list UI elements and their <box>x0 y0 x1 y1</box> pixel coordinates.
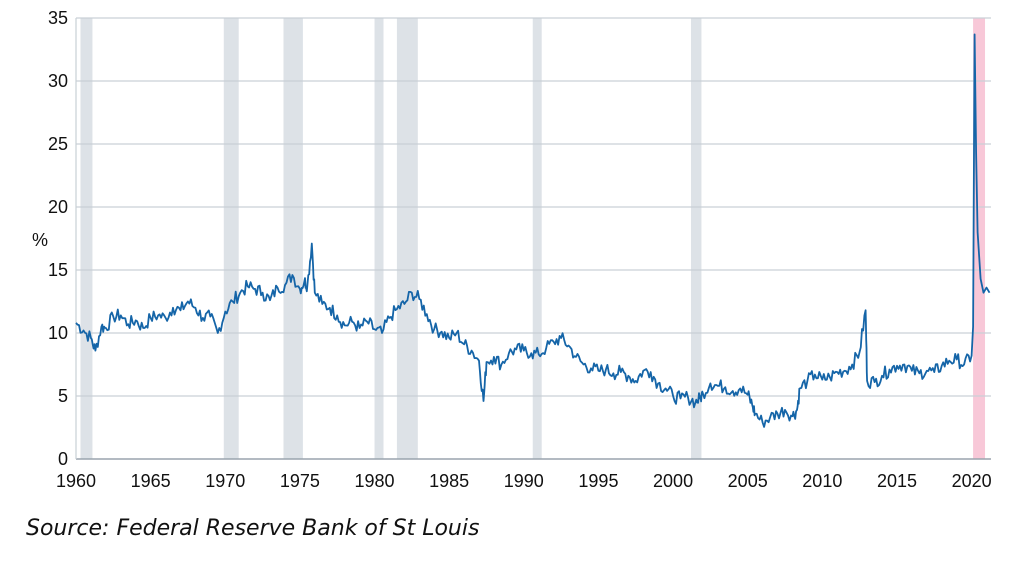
shade-recession-1991 <box>532 18 542 459</box>
x-tick-label: 2005 <box>728 471 768 491</box>
y-tick-label: 5 <box>58 386 68 406</box>
series-line-saving-rate <box>75 33 991 428</box>
x-tick-label: 2000 <box>653 471 693 491</box>
shade-recession-1970 <box>223 18 239 459</box>
gridline-layer <box>75 17 991 460</box>
shade-recession-2020 <box>973 18 986 459</box>
y-tick-label-layer: 0 5 10 15 20 25 30 35 <box>48 8 68 469</box>
y-tick-label: 35 <box>48 8 68 28</box>
x-tick-label: 1990 <box>504 471 544 491</box>
y-tick-label: 0 <box>58 449 68 469</box>
x-tick-label-layer: 1960 1965 1970 1975 1980 1985 1990 1995 2000 2005… <box>56 471 992 491</box>
x-tick-label: 1985 <box>429 471 469 491</box>
x-tick-label: 2020 <box>952 471 992 491</box>
x-tick-label: 1965 <box>131 471 171 491</box>
y-tick-label: 15 <box>48 260 68 280</box>
source-note: Source: Federal Reserve Bank of St Louis <box>26 516 480 541</box>
shade-recession-1960 <box>80 18 93 459</box>
y-tick-label: 10 <box>48 323 68 343</box>
shade-recession-1974 <box>283 18 303 459</box>
y-axis-label: % <box>32 230 48 250</box>
x-tick-label: 1975 <box>280 471 320 491</box>
shade-recession-1980 <box>374 18 384 459</box>
x-tick-label: 2015 <box>877 471 917 491</box>
x-tick-label: 1995 <box>578 471 618 491</box>
series-layer <box>75 33 991 428</box>
x-tick-label: 1970 <box>205 471 245 491</box>
y-tick-label: 20 <box>48 197 68 217</box>
x-tick-label: 1980 <box>355 471 395 491</box>
shade-recession-2001 <box>690 18 702 459</box>
y-tick-label: 25 <box>48 134 68 154</box>
y-tick-label: 30 <box>48 71 68 91</box>
x-tick-label: 1960 <box>56 471 96 491</box>
shade-recession-1982 <box>396 18 418 459</box>
x-tick-label: 2010 <box>802 471 842 491</box>
recession-shading-layer <box>80 18 986 459</box>
